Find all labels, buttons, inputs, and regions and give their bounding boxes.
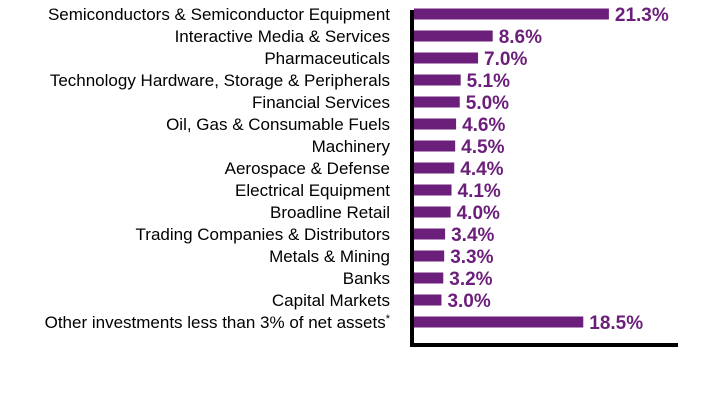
value-label: 4.1% bbox=[458, 181, 501, 202]
bar bbox=[414, 228, 446, 240]
bar bbox=[414, 294, 442, 306]
value-label: 4.6% bbox=[462, 115, 505, 136]
value-label: 3.0% bbox=[447, 291, 490, 312]
bar bbox=[414, 52, 479, 64]
bar bbox=[414, 140, 456, 152]
value-label: 5.0% bbox=[466, 93, 509, 114]
value-label: 7.0% bbox=[484, 49, 527, 70]
category-label-text: Broadline Retail bbox=[270, 203, 390, 222]
bar bbox=[414, 118, 457, 130]
bar bbox=[414, 74, 461, 86]
value-label: 8.6% bbox=[499, 27, 542, 48]
category-label: Interactive Media & Services bbox=[175, 27, 390, 46]
category-label-text: Pharmaceuticals bbox=[264, 49, 390, 68]
category-label-text: Oil, Gas & Consumable Fuels bbox=[166, 115, 390, 134]
category-label: Pharmaceuticals bbox=[264, 49, 390, 68]
category-label: Semiconductors & Semiconductor Equipment bbox=[48, 5, 390, 24]
value-label: 21.3% bbox=[615, 5, 669, 26]
category-label-text: Aerospace & Defense bbox=[225, 159, 390, 178]
value-label: 3.2% bbox=[449, 269, 492, 290]
category-label-text: Capital Markets bbox=[272, 291, 390, 310]
value-label: 3.3% bbox=[450, 247, 493, 268]
category-label-text: Interactive Media & Services bbox=[175, 27, 390, 46]
bar bbox=[414, 184, 452, 196]
category-label: Aerospace & Defense bbox=[225, 159, 390, 178]
category-label: Machinery bbox=[312, 137, 391, 156]
bar bbox=[414, 30, 493, 42]
category-label: Oil, Gas & Consumable Fuels bbox=[166, 115, 390, 134]
category-label: Other investments less than 3% of net as… bbox=[45, 313, 391, 332]
category-label-text: Technology Hardware, Storage & Periphera… bbox=[50, 71, 390, 90]
value-label: 4.5% bbox=[461, 137, 504, 158]
bar bbox=[414, 272, 444, 284]
bar bbox=[414, 316, 584, 328]
category-label-text: Electrical Equipment bbox=[235, 181, 390, 200]
bar bbox=[414, 8, 609, 20]
category-label: Banks bbox=[343, 269, 390, 288]
footnote-marker: * bbox=[386, 313, 391, 325]
category-label: Capital Markets bbox=[272, 291, 390, 310]
value-label: 3.4% bbox=[451, 225, 494, 246]
category-label-text: Banks bbox=[343, 269, 390, 288]
value-label: 4.4% bbox=[460, 159, 503, 180]
value-label: 5.1% bbox=[467, 71, 510, 92]
category-label-text: Other investments less than 3% of net as… bbox=[45, 313, 386, 332]
value-label: 4.0% bbox=[457, 203, 500, 224]
category-labels: Semiconductors & Semiconductor Equipment… bbox=[45, 5, 391, 332]
category-label: Trading Companies & Distributors bbox=[136, 225, 390, 244]
bar bbox=[414, 250, 445, 262]
category-label-text: Machinery bbox=[312, 137, 391, 156]
bar bbox=[414, 206, 451, 218]
bar bbox=[414, 162, 455, 174]
value-label: 18.5% bbox=[589, 313, 643, 334]
category-label-text: Trading Companies & Distributors bbox=[136, 225, 390, 244]
category-label: Metals & Mining bbox=[269, 247, 390, 266]
category-label: Electrical Equipment bbox=[235, 181, 390, 200]
category-label: Broadline Retail bbox=[270, 203, 390, 222]
value-labels: 21.3% 8.6%7.0%5.1%5.0%4.6%4.5%4.4%4.1%4.0… bbox=[447, 5, 668, 334]
category-label: Financial Services bbox=[252, 93, 390, 112]
category-label-text: Metals & Mining bbox=[269, 247, 390, 266]
category-label-text: Financial Services bbox=[252, 93, 390, 112]
bar bbox=[414, 96, 460, 108]
bars bbox=[414, 8, 609, 328]
category-label-text: Semiconductors & Semiconductor Equipment bbox=[48, 5, 390, 24]
category-label: Technology Hardware, Storage & Periphera… bbox=[50, 71, 390, 90]
